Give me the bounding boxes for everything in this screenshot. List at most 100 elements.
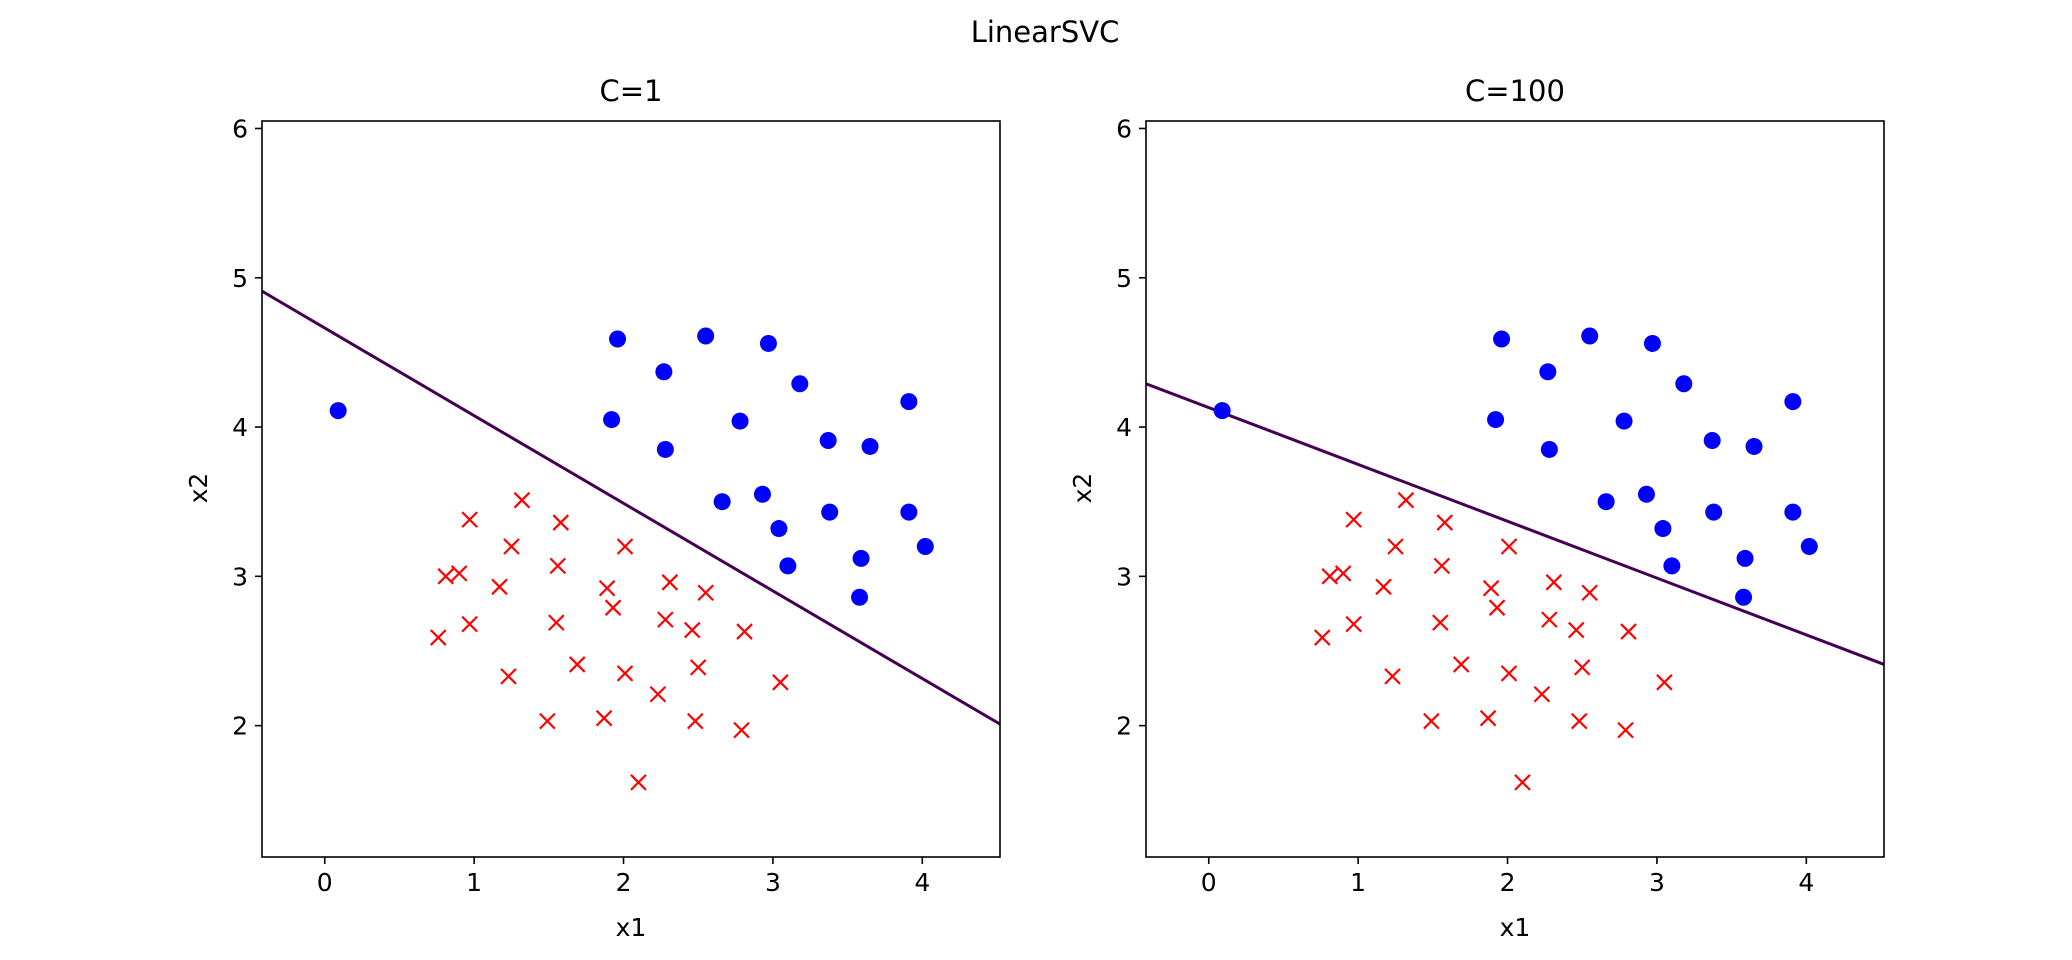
x-axis-label: x1 [1500, 913, 1531, 942]
negative-class-point [1334, 565, 1352, 582]
positive-class-point [753, 485, 771, 503]
positive-class-point [1675, 375, 1693, 393]
x-marker-stroke [430, 629, 447, 646]
negative-class-point [1567, 621, 1585, 639]
x-tick-label: 0 [317, 868, 333, 897]
positive-class-point [713, 493, 731, 511]
negative-class-point [1620, 623, 1637, 640]
y-tick-label: 6 [232, 114, 248, 143]
negative-class-point [500, 668, 517, 685]
x-tick-label: 1 [1350, 868, 1366, 897]
y-tick-label: 2 [232, 712, 248, 741]
positive-class-point [1539, 363, 1557, 381]
x-marker-stroke [1452, 656, 1470, 673]
negative-class-point [1375, 578, 1392, 596]
negative-class-point [461, 511, 478, 528]
positive-class-point [1597, 493, 1615, 511]
x-marker-stroke [450, 565, 468, 582]
y-tick-label: 2 [1116, 712, 1132, 741]
positive-class-point [791, 375, 809, 393]
positive-class-point [1487, 411, 1505, 429]
x-axis-label: x1 [616, 913, 647, 942]
negative-class-point [430, 629, 447, 646]
y-tick-label: 5 [1116, 264, 1132, 293]
negative-class-point [549, 557, 567, 575]
negative-class-point [686, 712, 704, 730]
x-marker-stroke [736, 623, 753, 640]
x-marker-stroke [1436, 514, 1454, 531]
positive-class-point [852, 549, 870, 567]
positive-class-point [329, 402, 347, 420]
negative-class-point [1500, 538, 1518, 555]
positive-class-point [1705, 503, 1723, 521]
x-marker-stroke [1620, 623, 1637, 640]
negative-class-point [1432, 614, 1449, 631]
x-marker-stroke [1545, 574, 1563, 591]
negative-class-point [1581, 584, 1598, 602]
negative-class-point [1433, 557, 1451, 575]
positive-class-point [1735, 588, 1753, 606]
axes-frame [261, 120, 1001, 858]
y-tick-label: 4 [1116, 413, 1132, 442]
x-marker-stroke [1500, 538, 1518, 555]
x-marker-stroke [595, 709, 613, 727]
negative-class-point [1617, 721, 1634, 739]
positive-class-point [916, 537, 934, 555]
x-marker-stroke [689, 659, 707, 676]
x-marker-stroke [491, 578, 508, 596]
y-axis-label: x2 [184, 473, 213, 504]
positive-class-point [1615, 412, 1633, 430]
negative-class-point [1514, 774, 1531, 791]
negative-class-point [661, 574, 679, 591]
negative-class-point [513, 491, 531, 509]
plot-area: 0 1 2 3 4 2 3 4 5 6 [1116, 114, 1885, 897]
x-marker-stroke [1581, 584, 1598, 602]
negative-class-point [548, 614, 565, 631]
x-marker-stroke [1387, 538, 1404, 555]
x-marker-stroke [1567, 621, 1585, 639]
x-marker-stroke [1514, 774, 1531, 791]
negative-class-point [1423, 712, 1440, 730]
positive-class-point [821, 503, 839, 521]
negative-class-point [1533, 685, 1551, 703]
positive-class-point [1581, 327, 1599, 345]
positive-class-point [655, 363, 673, 381]
negative-class-point [1488, 599, 1506, 616]
subplot-title: C=100 [1465, 74, 1565, 108]
negative-class-point [539, 712, 556, 730]
x-marker-stroke [1573, 659, 1591, 676]
positive-class-point [1736, 549, 1754, 567]
x-marker-stroke [552, 514, 570, 531]
negative-class-point [736, 623, 753, 640]
positive-class-point [1784, 503, 1802, 521]
negative-class-point [1345, 615, 1362, 633]
negative-class-point [630, 774, 647, 791]
x-marker-stroke [1533, 685, 1551, 703]
x-marker-stroke [1375, 578, 1392, 596]
subplot-title: C=1 [600, 74, 663, 108]
negative-class-point [552, 514, 570, 531]
x-marker-stroke [568, 656, 586, 673]
x-tick-label: 3 [765, 868, 781, 897]
x-marker-stroke [661, 574, 679, 591]
plot-area: 0 1 2 3 4 2 3 4 5 6 [232, 114, 1001, 897]
x-marker-stroke [1433, 557, 1451, 575]
x-marker-stroke [513, 491, 531, 509]
subplot-c1: C=1 x1 x2 0 1 2 3 4 2 3 4 5 6 [184, 74, 1001, 942]
negative-class-point [1384, 668, 1401, 685]
negative-class-point [689, 659, 707, 676]
x-marker-stroke [616, 665, 634, 682]
y-tick-label: 6 [1116, 114, 1132, 143]
negative-class-point [604, 599, 622, 616]
negative-class-point [1321, 568, 1339, 585]
y-tick-label: 3 [232, 562, 248, 591]
x-marker-stroke [1423, 712, 1440, 730]
x-marker-stroke [1345, 615, 1362, 633]
negative-class-point [772, 674, 789, 691]
x-tick-label: 2 [616, 868, 632, 897]
x-marker-stroke [1345, 511, 1362, 528]
positive-class-point [779, 557, 797, 575]
x-marker-stroke [1541, 611, 1558, 628]
